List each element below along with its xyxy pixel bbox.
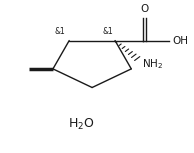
Text: NH$_2$: NH$_2$ (142, 57, 163, 71)
Text: H$_2$O: H$_2$O (68, 117, 95, 132)
Text: O: O (140, 4, 149, 14)
Text: &1: &1 (103, 27, 114, 36)
Text: OH: OH (172, 35, 188, 46)
Text: &1: &1 (54, 27, 65, 36)
